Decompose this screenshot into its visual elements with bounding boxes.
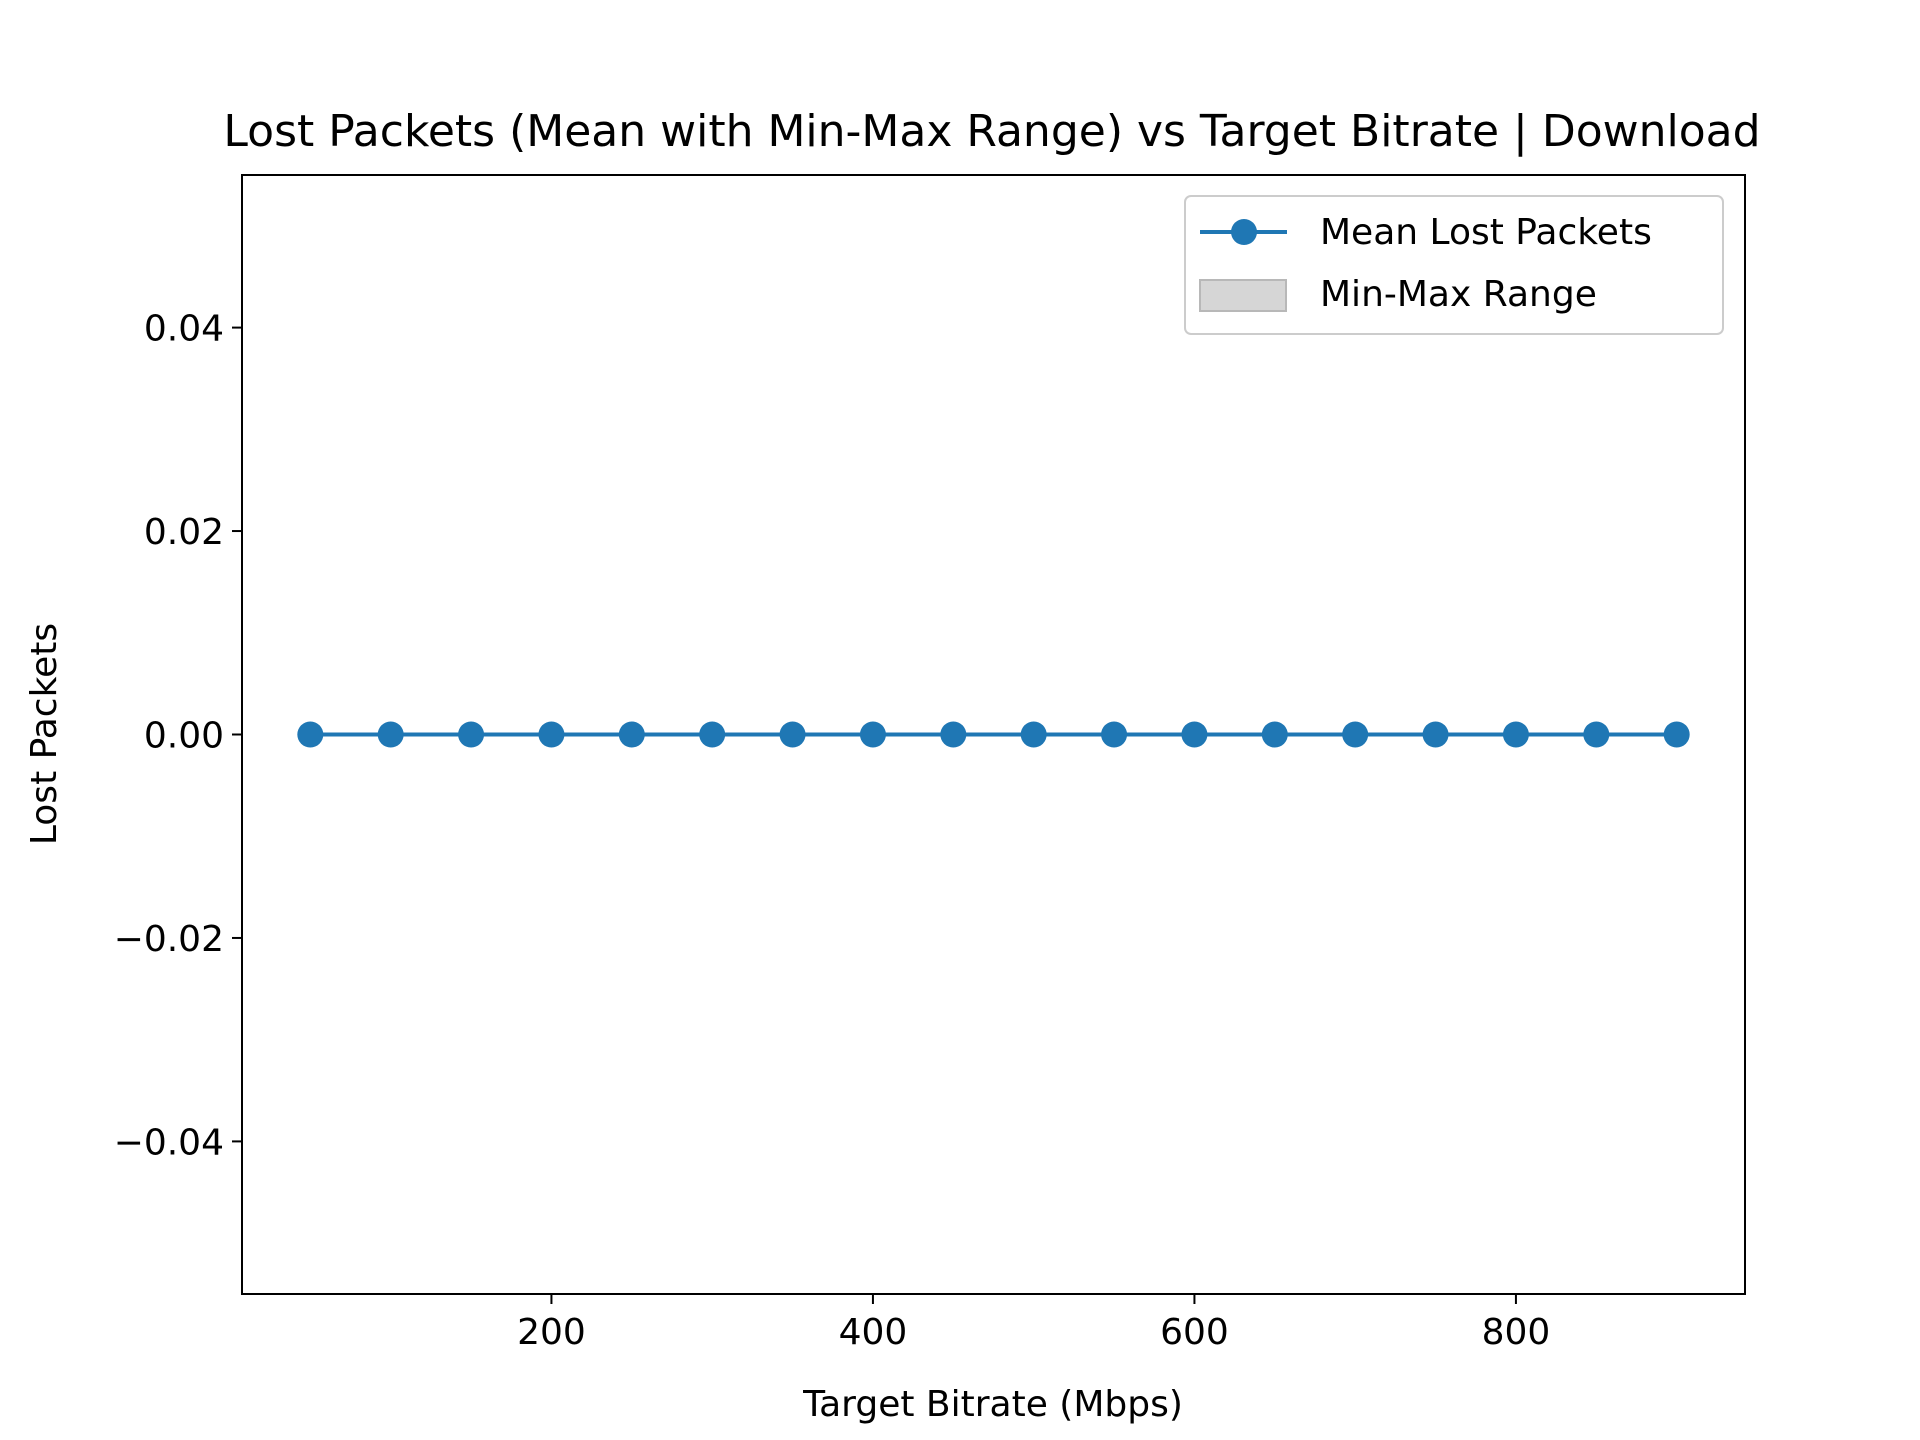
x-tick-label: 400 (839, 1312, 908, 1353)
x-axis-label: Target Bitrate (Mbps) (802, 1384, 1183, 1425)
x-axis: 200 400 600 800 (517, 1294, 1550, 1353)
legend-band-swatch (1199, 279, 1287, 312)
data-point (699, 721, 726, 748)
data-point (1101, 721, 1128, 748)
x-tick-label: 800 (1482, 1312, 1551, 1353)
data-point (458, 721, 485, 748)
chart-title: Lost Packets (Mean with Min-Max Range) v… (223, 106, 1760, 157)
y-tick-label: −0.02 (114, 919, 224, 960)
y-tick-label: −0.04 (114, 1122, 224, 1163)
data-point (1422, 721, 1449, 748)
data-point (377, 721, 404, 748)
data-point (1663, 721, 1690, 748)
data-point (297, 721, 324, 748)
y-tick-label: 0.04 (144, 309, 224, 350)
data-point (1583, 721, 1610, 748)
legend-marker-swatch (1231, 219, 1257, 245)
data-point (618, 721, 645, 748)
data-point (1181, 721, 1208, 748)
x-tick-label: 200 (517, 1312, 586, 1353)
y-tick-label: 0.02 (144, 512, 224, 553)
data-point (538, 721, 565, 748)
legend: Mean Lost Packets Min-Max Range (1184, 195, 1724, 335)
data-point (1342, 721, 1369, 748)
data-point (940, 721, 967, 748)
data-point (1020, 721, 1047, 748)
data-point (859, 721, 886, 748)
legend-label-range: Min-Max Range (1320, 274, 1597, 315)
data-point (1261, 721, 1288, 748)
data-point (779, 721, 806, 748)
legend-label-mean: Mean Lost Packets (1320, 212, 1652, 253)
y-tick-label: 0.00 (144, 716, 224, 757)
y-axis: −0.04 −0.02 0.00 0.02 0.04 (114, 309, 242, 1163)
series-layer (297, 721, 1690, 748)
data-point (1502, 721, 1529, 748)
x-tick-label: 600 (1160, 1312, 1229, 1353)
y-axis-label: Lost Packets (24, 623, 65, 845)
legend-box (1184, 195, 1724, 335)
